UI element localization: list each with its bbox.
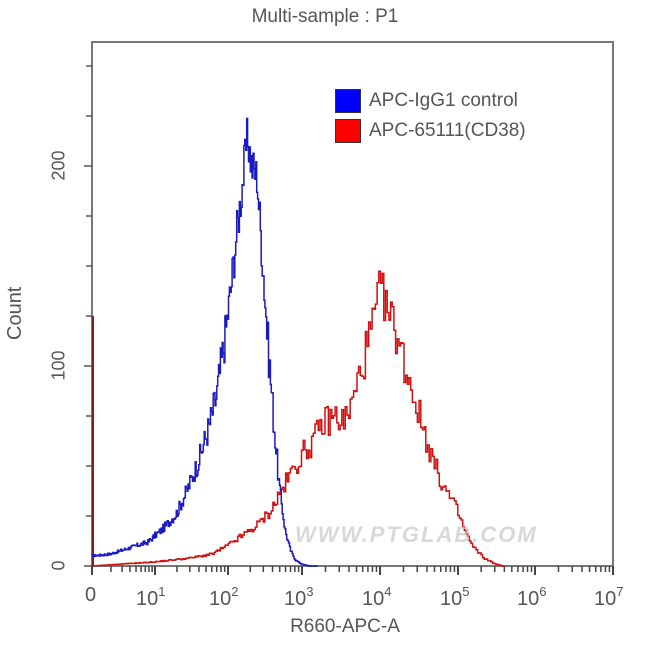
x-axis-ticks: [91, 566, 614, 575]
legend-label: APC-IgG1 control: [369, 90, 518, 111]
x-tick-1e3: 103: [284, 584, 314, 610]
y-tick-100: 100: [48, 350, 69, 381]
legend-label: APC-65111(CD38): [369, 120, 526, 141]
x-tick-1e1: 101: [136, 584, 166, 610]
legend: APC-IgG1 control APC-65111(CD38): [335, 86, 526, 146]
legend-swatch-blue: [335, 89, 361, 113]
y-tick-0: 0: [48, 560, 69, 571]
y-axis-ticks: [84, 65, 92, 567]
y-axis-label: Count: [4, 286, 26, 340]
legend-swatch-red: [335, 119, 361, 143]
legend-item-igg1-control: APC-IgG1 control: [335, 86, 526, 116]
chart-title: Multi-sample : P1: [251, 6, 399, 27]
plot-frame: [91, 41, 614, 567]
x-tick-1e6: 106: [517, 584, 547, 610]
watermark: WWW.PTGLAB.COM: [295, 522, 538, 547]
x-tick-1e5: 105: [440, 584, 470, 610]
y-tick-200: 200: [48, 150, 69, 181]
x-tick-1e7: 107: [594, 584, 624, 610]
series-igg1-control-line: [91, 117, 318, 567]
legend-item-cd38: APC-65111(CD38): [335, 116, 526, 146]
x-tick-1e2: 102: [209, 584, 239, 610]
x-axis-label: R660-APC-A: [290, 616, 400, 637]
series-cd38-line: [91, 270, 505, 567]
x-tick-0: 0: [85, 584, 97, 606]
x-tick-1e4: 104: [362, 584, 392, 610]
